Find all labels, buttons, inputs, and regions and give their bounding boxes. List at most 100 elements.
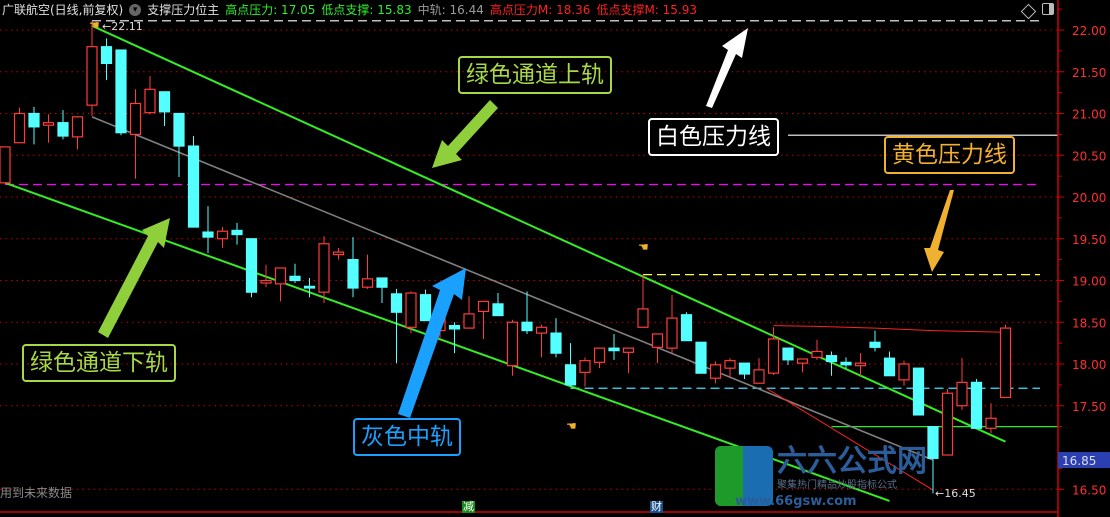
candle-up — [86, 46, 98, 106]
candle-up — [724, 360, 736, 369]
candle-down — [782, 347, 794, 361]
panel-toggle-icon[interactable] — [1042, 3, 1054, 15]
candle-up — [651, 333, 664, 348]
candle-down — [390, 293, 403, 313]
label-white-pressure: 白色压力线 — [648, 118, 779, 156]
current-price-box — [1058, 452, 1110, 469]
candle-down — [347, 259, 359, 289]
candle-up — [622, 347, 635, 353]
y-tick-label: 20.50 — [1072, 149, 1106, 163]
candles: ←22.11 ←16.45 — [0, 20, 1012, 500]
candle-down — [28, 112, 40, 128]
candle-up — [216, 230, 229, 240]
candle-up — [941, 392, 954, 456]
future-data-note: 用到未来数据 — [0, 486, 73, 500]
candle-down — [869, 341, 881, 348]
candle-down — [825, 355, 838, 363]
candle-up — [666, 317, 678, 349]
candle-up — [361, 278, 374, 288]
middle-line — [91, 116, 934, 461]
watermark-logo: 六六公式网 聚集热门精品炒股指标公式 www.66gsw.com — [715, 446, 927, 510]
candle-down — [158, 91, 171, 113]
candle-down — [738, 362, 751, 375]
indicator-name[interactable]: 支撑压力位主 — [147, 3, 220, 17]
candle-down — [912, 367, 925, 416]
candle-up — [332, 251, 345, 256]
candle-down — [100, 46, 113, 65]
indicator-menu-icon[interactable]: ▾ — [129, 4, 142, 16]
candle-down — [376, 277, 388, 288]
y-tick-label: 21.00 — [1072, 108, 1106, 122]
candle-down — [231, 229, 243, 236]
label-lower-channel: 绿色通道下轨 — [22, 344, 176, 382]
grid-lines — [0, 29, 1058, 490]
candle-up — [593, 347, 606, 363]
y-tick-label: 20.00 — [1072, 191, 1106, 205]
y-tick-label: 19.00 — [1072, 275, 1106, 289]
pointer-icon: ☚ — [566, 419, 577, 433]
candle-up — [42, 122, 55, 126]
candle-up — [71, 116, 84, 138]
candle-up — [709, 364, 722, 379]
indicator-value: 中轨: 16.44 — [417, 3, 484, 17]
indicator-value: 高点压力: 17.05 — [225, 3, 316, 17]
candle-up — [274, 267, 287, 285]
candle-down — [448, 324, 461, 330]
indicator-value: 高点压力M: 18.36 — [489, 3, 591, 17]
candle-down — [564, 364, 577, 386]
arrow-to-yellow-line — [924, 190, 954, 272]
candle-down — [303, 285, 316, 289]
arrow-to-upper-channel — [432, 100, 498, 168]
candle-up — [753, 369, 765, 384]
candle-up — [985, 417, 997, 429]
candle-up — [405, 292, 417, 328]
candle-up — [767, 338, 780, 374]
chart-header: 广联航空(日线,前复权) ▾ 支撑压力位主 高点压力: 17.05 低点支撑: … — [2, 1, 697, 19]
candle-down — [187, 145, 200, 228]
candle-up — [956, 381, 968, 407]
candle-down — [173, 112, 185, 147]
y-tick-label: 21.50 — [1072, 66, 1106, 80]
indicator-value: 低点支撑: 15.83 — [321, 3, 412, 17]
red-support-line — [765, 387, 934, 491]
candle-down — [695, 341, 707, 374]
candle-down — [550, 332, 562, 354]
candle-down — [608, 347, 620, 352]
candle-down — [680, 314, 693, 342]
candle-down — [419, 294, 432, 322]
arrow-to-lower-channel — [98, 218, 170, 338]
current-price-label: 16.85 — [1062, 454, 1096, 468]
candle-up — [129, 102, 142, 135]
high-price-label: ←22.11 — [102, 20, 143, 33]
candle-down — [927, 426, 939, 459]
label-yellow-pressure: 黄色压力线 — [884, 136, 1015, 174]
candle-up — [463, 313, 475, 329]
candle-up — [477, 300, 490, 312]
candle-down — [202, 231, 214, 238]
candle-down — [970, 381, 983, 429]
chart-toolbar — [1020, 3, 1054, 20]
candle-up — [0, 146, 11, 184]
pointer-icon: ☚ — [89, 18, 100, 32]
low-price-label: ←16.45 — [935, 487, 976, 500]
candle-up — [898, 363, 910, 381]
label-upper-channel: 绿色通道上轨 — [458, 56, 612, 94]
candle-up — [854, 362, 867, 367]
candle-down — [115, 49, 127, 134]
pointer-icon: ☚ — [638, 240, 649, 254]
label-middle-line: 灰色中轨 — [353, 418, 461, 456]
logo-url: www.66gsw.com — [735, 494, 857, 509]
y-tick-label: 16.50 — [1072, 483, 1106, 497]
candle-up — [260, 279, 272, 284]
logo-slogan: 聚集热门精品炒股指标公式 — [777, 480, 897, 491]
y-tick-label: 18.50 — [1072, 316, 1106, 330]
y-tick-label: 17.50 — [1072, 400, 1106, 414]
stock-title: 广联航空(日线,前复权) — [2, 3, 124, 17]
event-tag-jian[interactable]: 减 — [462, 500, 475, 513]
candle-down — [245, 238, 258, 293]
diamond-icon[interactable] — [1020, 3, 1037, 20]
arrow-to-white-line — [706, 28, 748, 108]
event-tag-cai[interactable]: 财 — [650, 500, 663, 513]
indicator-value: 低点支撑M: 15.93 — [596, 3, 698, 17]
